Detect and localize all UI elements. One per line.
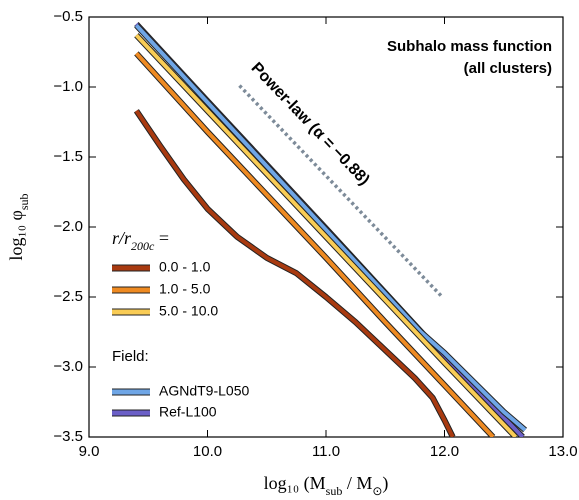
legend-label: 5.0 - 10.0 <box>159 303 218 319</box>
y-label-sub: sub <box>17 193 31 210</box>
y-tick-label: −3.5 <box>53 428 83 445</box>
x-tick-label: 11.0 <box>312 443 340 460</box>
line <box>134 33 518 437</box>
x-tick-label: 12.0 <box>430 443 459 460</box>
y-tick-label: −3.0 <box>53 358 83 375</box>
line <box>134 24 527 432</box>
x-label-sub2: ⊙ <box>372 484 382 498</box>
power-law-line <box>238 84 443 297</box>
x-tick-label: 10.0 <box>193 443 222 460</box>
line <box>134 109 455 437</box>
x-label-text: log₁₀ (M <box>264 473 326 494</box>
chart-title: Subhalo mass function <box>387 38 552 55</box>
legend-label: AGNdT9-L050 <box>159 383 249 399</box>
legend-title: r/r200c = <box>112 228 169 253</box>
plot-area <box>133 21 528 437</box>
x-tick-label: 9.0 <box>79 443 100 460</box>
x-axis-label: log₁₀ (Msub / M⊙) <box>264 473 389 498</box>
x-label-sub: sub <box>326 484 343 498</box>
legend-title-sub: 200c <box>131 239 155 253</box>
legend-label: 1.0 - 5.0 <box>159 281 211 297</box>
legend-label: 0.0 - 1.0 <box>159 259 211 275</box>
y-tick-label: −2.5 <box>53 288 83 305</box>
legend-label: Ref-L100 <box>159 404 217 420</box>
y-tick-label: −1.0 <box>53 78 83 95</box>
chart-subtitle: (all clusters) <box>464 60 552 77</box>
y-label-text: log₁₀ φ <box>6 210 26 260</box>
y-axis-label: log₁₀ φsub <box>6 193 31 260</box>
legend-title-text: r/r <box>112 228 132 248</box>
legend-title-suffix: = <box>154 228 169 248</box>
y-tick-label: −1.5 <box>53 148 83 165</box>
y-tick-label: −2.0 <box>53 218 83 235</box>
x-tick-label: 13.0 <box>548 443 577 460</box>
x-label-mid: / M <box>342 473 372 493</box>
legend-field-title: Field: <box>112 348 149 365</box>
x-label-suffix: ) <box>382 473 388 494</box>
y-tick-label: −0.5 <box>53 8 83 25</box>
line <box>134 52 495 437</box>
